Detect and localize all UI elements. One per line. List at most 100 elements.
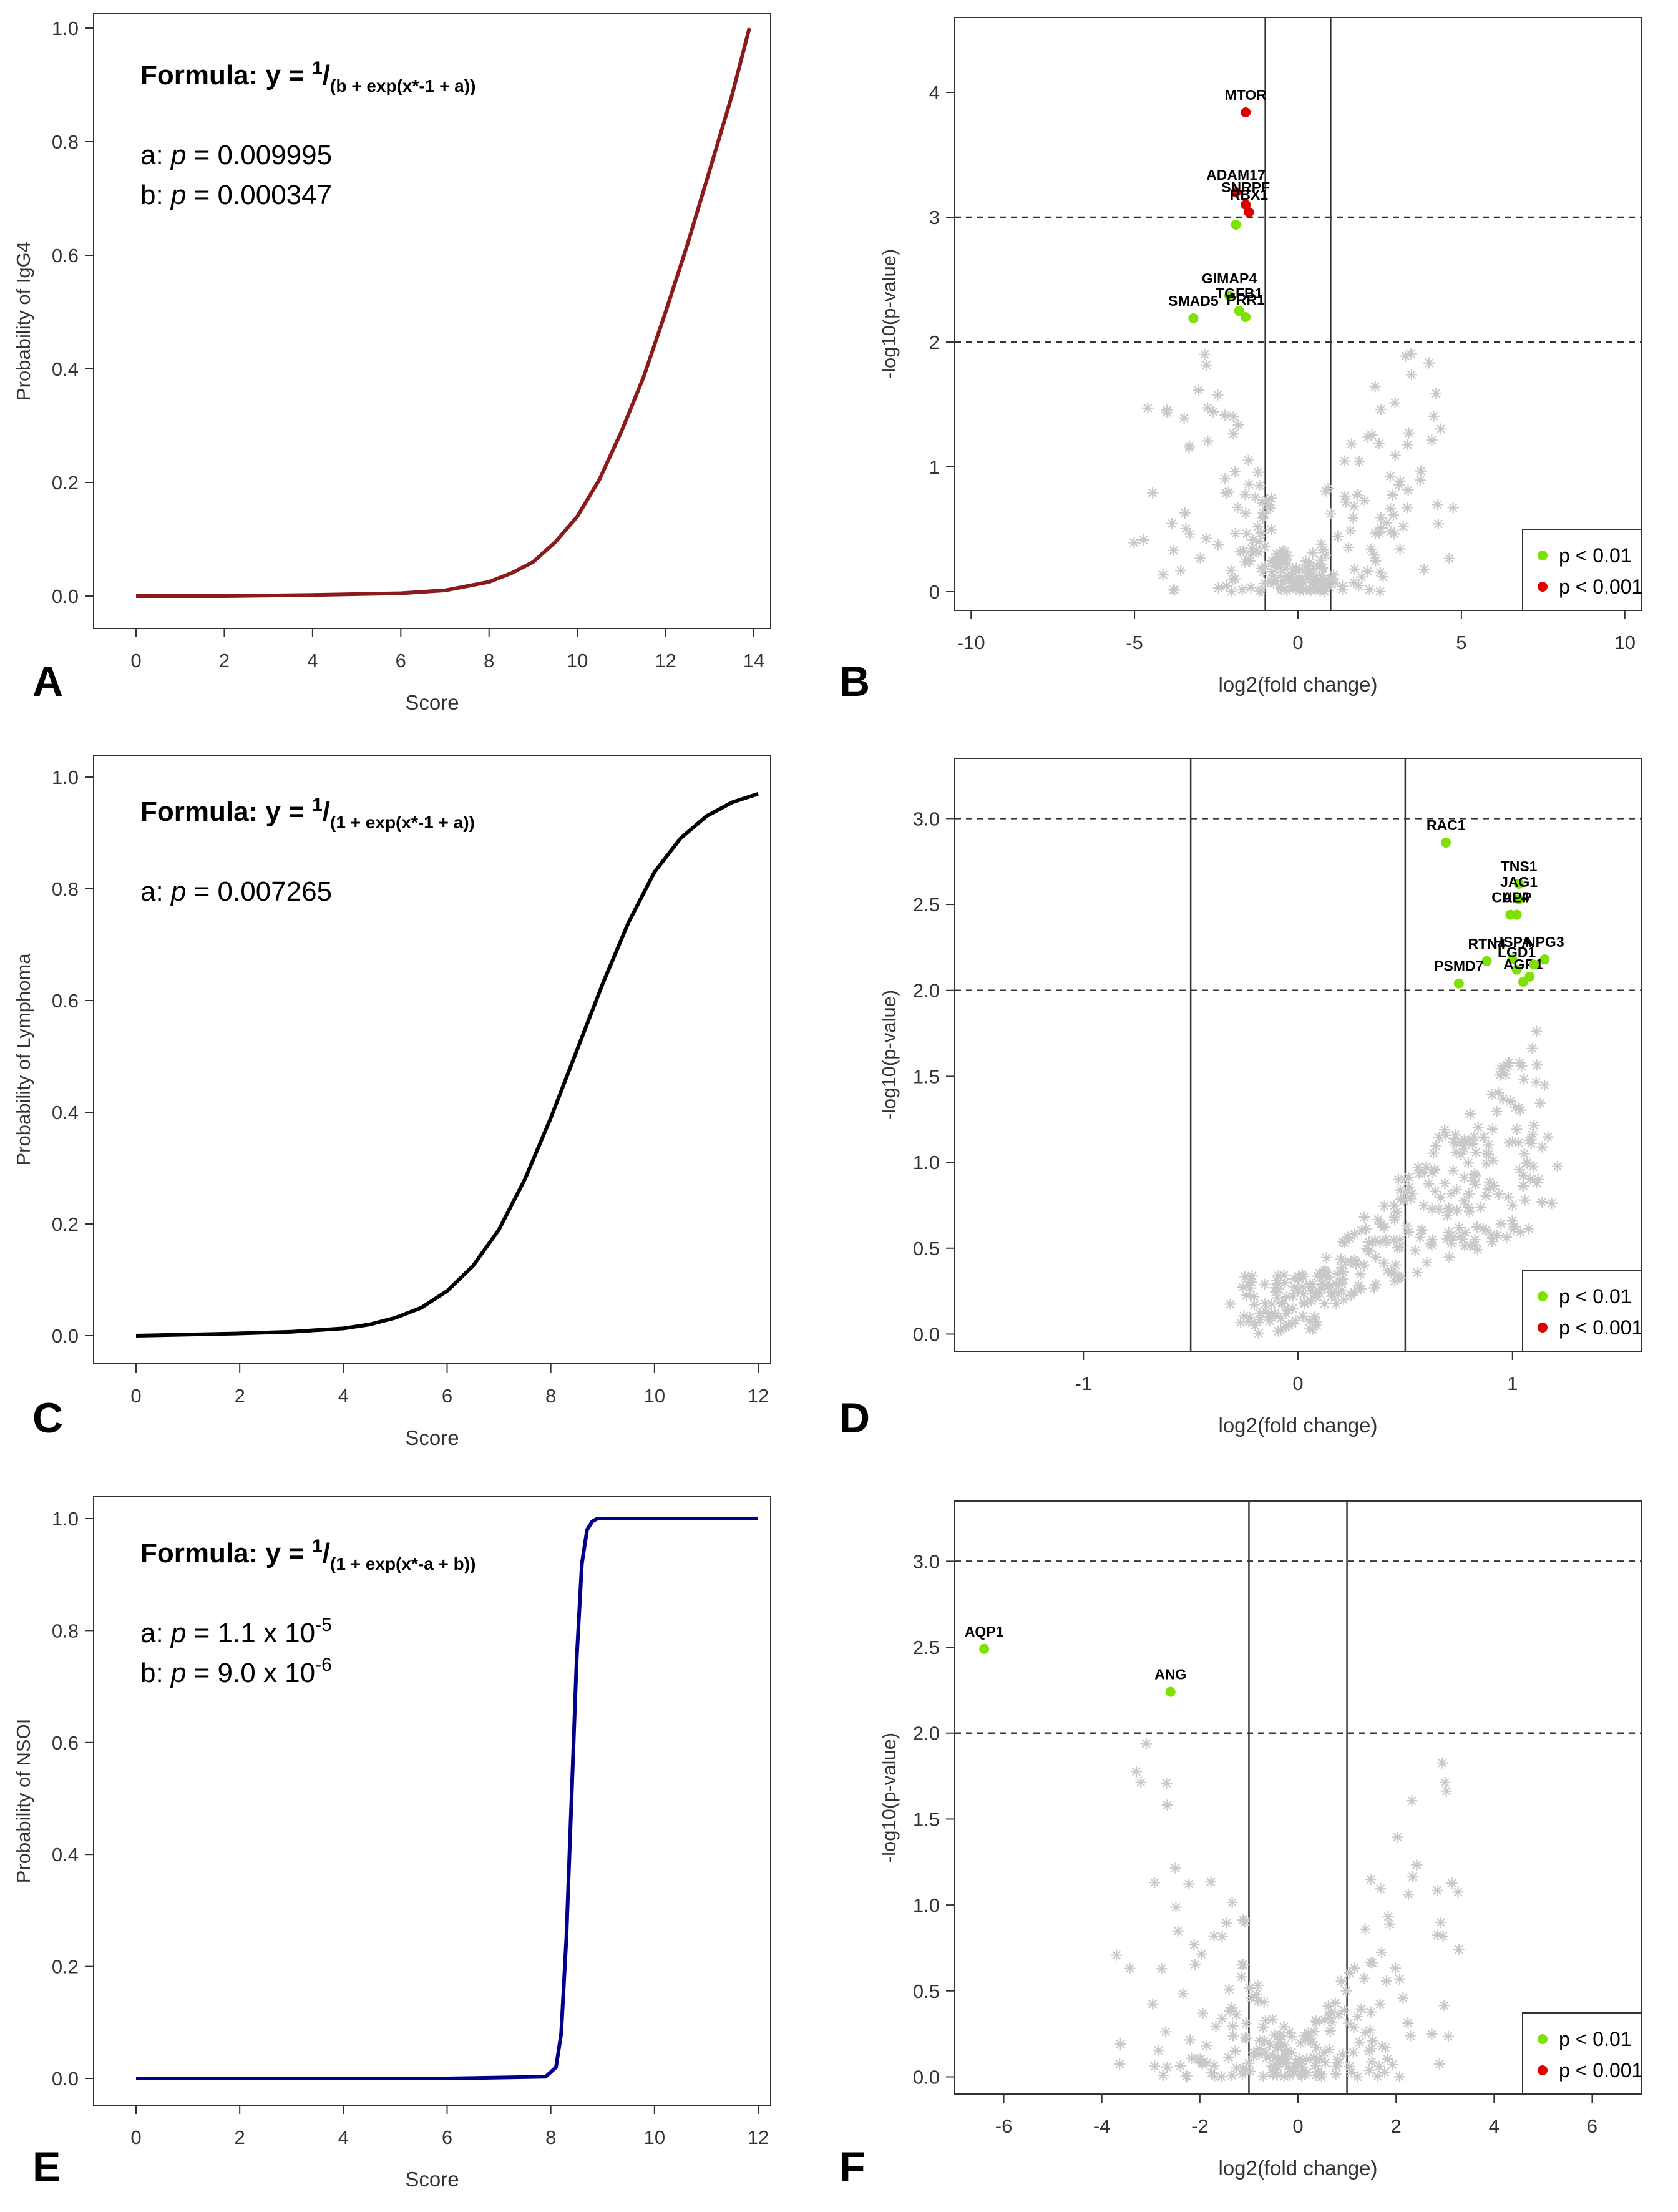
- background-point: [1284, 2027, 1295, 2038]
- background-point: [1324, 1279, 1336, 1291]
- plot-frame: [954, 758, 1642, 1352]
- point-label: LGD1: [1498, 944, 1536, 961]
- formula: Formula: y = 1/(b + exp(x*-1 + a)): [140, 58, 476, 95]
- background-point: [1451, 1204, 1463, 1216]
- x-axis-label: Score: [405, 691, 459, 714]
- background-point: [1374, 585, 1386, 597]
- background-point: [1197, 2007, 1209, 2019]
- background-point: [1478, 1131, 1490, 1143]
- x-tick-label: 0: [1292, 2115, 1303, 2137]
- pvalue-value: = 0.007265: [186, 876, 332, 907]
- background-point: [1276, 1296, 1287, 1308]
- background-point: [1403, 1182, 1415, 1193]
- background-point: [1259, 1298, 1271, 1309]
- background-point: [1375, 512, 1387, 524]
- background-point: [1450, 1146, 1462, 1158]
- background-point: [1352, 1280, 1364, 1291]
- background-point: [1281, 585, 1293, 597]
- background-point: [1229, 466, 1241, 478]
- fit-curve: [135, 791, 759, 1338]
- background-point: [1451, 1184, 1463, 1196]
- background-point: [1494, 1069, 1506, 1081]
- formula-slash: /: [323, 1538, 330, 1568]
- background-point: [1264, 2039, 1276, 2051]
- background-point: [1315, 2071, 1327, 2083]
- background-point: [1247, 534, 1259, 546]
- background-point: [1266, 566, 1278, 578]
- background-point: [1268, 570, 1280, 582]
- background-point: [1354, 2036, 1365, 2048]
- pvalue-prefix: a:: [140, 140, 171, 170]
- background-point: [1388, 1211, 1400, 1223]
- x-tick-label: 12: [655, 650, 676, 672]
- background-point: [1308, 2026, 1320, 2038]
- background-point: [1316, 1278, 1328, 1290]
- background-point: [1429, 1164, 1441, 1176]
- background-point: [1266, 1298, 1277, 1310]
- pvalue-exponent: -6: [315, 1655, 332, 1675]
- x-axis-label: log2(fold change): [1218, 1414, 1377, 1437]
- background-point: [1495, 1063, 1507, 1075]
- background-point: [1261, 2052, 1272, 2063]
- background-point: [1365, 2006, 1377, 2018]
- background-point: [1387, 509, 1399, 521]
- background-point: [1304, 567, 1316, 579]
- background-point: [1339, 490, 1351, 502]
- background-point: [1375, 403, 1387, 415]
- background-point: [1124, 1962, 1136, 1974]
- background-point: [1463, 1201, 1475, 1213]
- background-point: [1269, 1309, 1281, 1321]
- background-point: [1443, 1226, 1455, 1238]
- background-point: [1495, 1218, 1507, 1230]
- background-point: [1322, 574, 1334, 585]
- background-point: [1304, 1315, 1315, 1327]
- y-tick-label: 0.8: [52, 131, 79, 153]
- background-point: [1114, 2058, 1126, 2070]
- formula: Formula: y = 1/(1 + exp(x*-1 + a)): [140, 795, 475, 832]
- background-point: [1287, 2065, 1299, 2077]
- background-point: [1293, 564, 1305, 575]
- background-point: [1161, 1777, 1173, 1789]
- y-tick-label: 0.5: [913, 1238, 940, 1260]
- y-tick-label: 0: [929, 581, 940, 603]
- formula-numerator: 1: [312, 795, 323, 815]
- background-point: [1243, 479, 1255, 491]
- legend-swatch: [1538, 2034, 1548, 2044]
- background-point: [1256, 562, 1267, 574]
- background-point: [1394, 1233, 1406, 1245]
- background-point: [1280, 2058, 1292, 2070]
- background-point: [1518, 1170, 1529, 1182]
- background-point: [1414, 1231, 1426, 1243]
- background-point: [1365, 1956, 1377, 1968]
- background-point: [1232, 501, 1244, 513]
- background-point: [1267, 576, 1279, 588]
- background-point: [1426, 434, 1438, 446]
- background-point: [1174, 2060, 1186, 2072]
- background-point: [1160, 2026, 1172, 2038]
- background-point: [1527, 1161, 1539, 1173]
- background-point: [1348, 577, 1360, 589]
- legend: p < 0.01 p < 0.001: [1522, 2012, 1642, 2095]
- background-point: [1280, 554, 1292, 566]
- x-axis-label: log2(fold change): [1218, 673, 1377, 696]
- background-point: [1264, 502, 1276, 514]
- background-point: [1337, 2048, 1349, 2060]
- background-point: [1432, 1885, 1443, 1897]
- background-point: [1374, 566, 1386, 578]
- panel-label: F: [839, 2143, 866, 2191]
- x-axis: -10 -5 0 5 10: [957, 610, 1636, 653]
- background-point: [1296, 1268, 1308, 1280]
- background-point: [1295, 2037, 1307, 2049]
- data-point: [1511, 909, 1522, 920]
- y-axis: 0.0 0.5 1.0 1.5 2.0 2.5 3.0: [913, 1550, 955, 2088]
- x-tick-label: -4: [1093, 2115, 1111, 2137]
- background-point: [1349, 1254, 1360, 1266]
- background-point: [1312, 1270, 1324, 1282]
- background-point: [1273, 562, 1285, 574]
- y-tick-label: 0.8: [52, 1620, 79, 1642]
- data-point: [1231, 220, 1241, 230]
- background-point: [1330, 2060, 1342, 2072]
- background-point: [1196, 2058, 1208, 2070]
- formula-denominator: (1 + exp(x*-1 + a)): [330, 813, 475, 832]
- pvalue-prefix: a:: [140, 1618, 171, 1648]
